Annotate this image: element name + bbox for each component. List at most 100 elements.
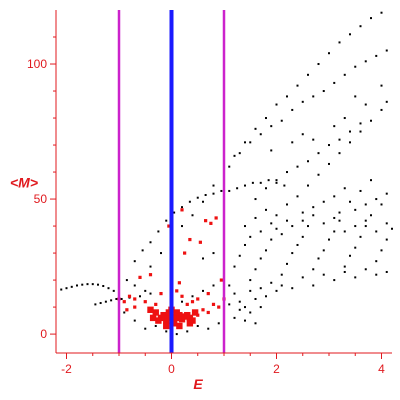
- data-point-red: [180, 208, 184, 212]
- data-point-black: [165, 330, 168, 333]
- data-point-black: [317, 63, 320, 66]
- data-point-red: [219, 278, 223, 282]
- data-point-black: [94, 303, 97, 306]
- data-point-red: [206, 291, 210, 296]
- data-point-black: [280, 273, 283, 276]
- data-point-black: [301, 276, 304, 279]
- data-point-black: [144, 289, 147, 292]
- data-point-red: [122, 300, 126, 304]
- data-point-black: [375, 198, 378, 201]
- data-point-black: [354, 246, 357, 249]
- data-point-black: [286, 95, 288, 98]
- data-point-black: [370, 17, 372, 20]
- data-point-black: [181, 225, 183, 228]
- data-point-black: [286, 203, 288, 206]
- data-point-black: [364, 103, 367, 106]
- data-point-black: [212, 184, 215, 187]
- x-tick-label: 0: [168, 362, 175, 376]
- data-point-black: [375, 273, 378, 276]
- x-tick-label: 4: [378, 362, 385, 376]
- data-point-black: [149, 292, 152, 295]
- data-point-black: [380, 108, 383, 111]
- data-point-black: [354, 65, 357, 68]
- data-point-black: [265, 187, 267, 190]
- data-point-black: [354, 208, 357, 211]
- data-point-red: [147, 306, 154, 313]
- data-point-black: [349, 254, 351, 257]
- black-points-series: [60, 11, 393, 336]
- data-point-black: [359, 122, 362, 125]
- data-point-black: [359, 235, 362, 238]
- data-point-red: [186, 320, 194, 327]
- data-point-black: [191, 214, 194, 217]
- data-point-black: [343, 265, 346, 268]
- data-point-black: [76, 284, 78, 287]
- data-point-red: [149, 314, 157, 322]
- data-point-black: [99, 302, 102, 305]
- data-point-black: [286, 171, 288, 174]
- data-point-red: [155, 317, 162, 324]
- x-tick-label: -2: [61, 362, 72, 376]
- data-point-black: [254, 322, 257, 325]
- data-point-red: [201, 308, 205, 312]
- data-point-black: [254, 216, 257, 219]
- data-point-black: [275, 214, 278, 217]
- data-point-black: [133, 284, 136, 287]
- data-point-black: [312, 268, 315, 271]
- data-point-black: [364, 219, 367, 222]
- data-point-black: [196, 324, 199, 327]
- data-point-red: [196, 313, 200, 317]
- data-point-red: [165, 309, 173, 316]
- data-point-black: [202, 257, 204, 260]
- data-point-black: [322, 222, 325, 225]
- data-point-black: [238, 308, 241, 311]
- data-point-black: [265, 208, 267, 211]
- data-point-black: [270, 125, 273, 128]
- data-point-black: [364, 60, 367, 63]
- y-tick-label: 0: [40, 327, 47, 341]
- data-point-black: [191, 295, 194, 298]
- data-point-black: [254, 198, 257, 201]
- data-point-black: [265, 249, 267, 252]
- data-point-black: [228, 189, 231, 192]
- data-point-black: [312, 214, 315, 217]
- data-point-red: [211, 302, 216, 306]
- data-point-red: [163, 322, 170, 330]
- data-point-black: [354, 276, 357, 279]
- data-point-black: [259, 133, 262, 136]
- data-point-black: [343, 73, 346, 76]
- data-point-black: [238, 300, 241, 303]
- data-point-black: [133, 260, 136, 263]
- data-point-black: [228, 303, 231, 306]
- data-point-black: [259, 230, 262, 233]
- data-point-black: [338, 152, 341, 155]
- data-point-black: [286, 262, 288, 265]
- data-point-black: [181, 300, 183, 303]
- data-point-black: [380, 249, 383, 252]
- data-point-black: [385, 270, 388, 273]
- data-point-black: [385, 192, 388, 195]
- data-point-black: [244, 243, 246, 246]
- data-point-black: [359, 189, 362, 192]
- data-point-black: [233, 292, 236, 295]
- data-point-black: [160, 252, 162, 255]
- axes: -2 0 2 4 0 50 100: [27, 10, 392, 376]
- data-point-black: [204, 194, 207, 197]
- data-point-black: [364, 268, 367, 271]
- data-point-black: [265, 117, 267, 120]
- data-point-black: [301, 100, 304, 103]
- data-point-black: [343, 270, 346, 273]
- data-point-black: [104, 300, 107, 303]
- y-tick-label: 50: [34, 192, 48, 206]
- data-point-red: [175, 289, 179, 293]
- data-point-black: [123, 311, 126, 314]
- data-point-black: [217, 322, 220, 325]
- data-point-black: [254, 127, 257, 130]
- data-point-black: [238, 152, 241, 155]
- data-point-red: [173, 309, 180, 316]
- data-point-black: [236, 187, 239, 190]
- data-point-black: [212, 252, 215, 255]
- data-point-black: [359, 25, 362, 28]
- data-point-black: [301, 235, 304, 238]
